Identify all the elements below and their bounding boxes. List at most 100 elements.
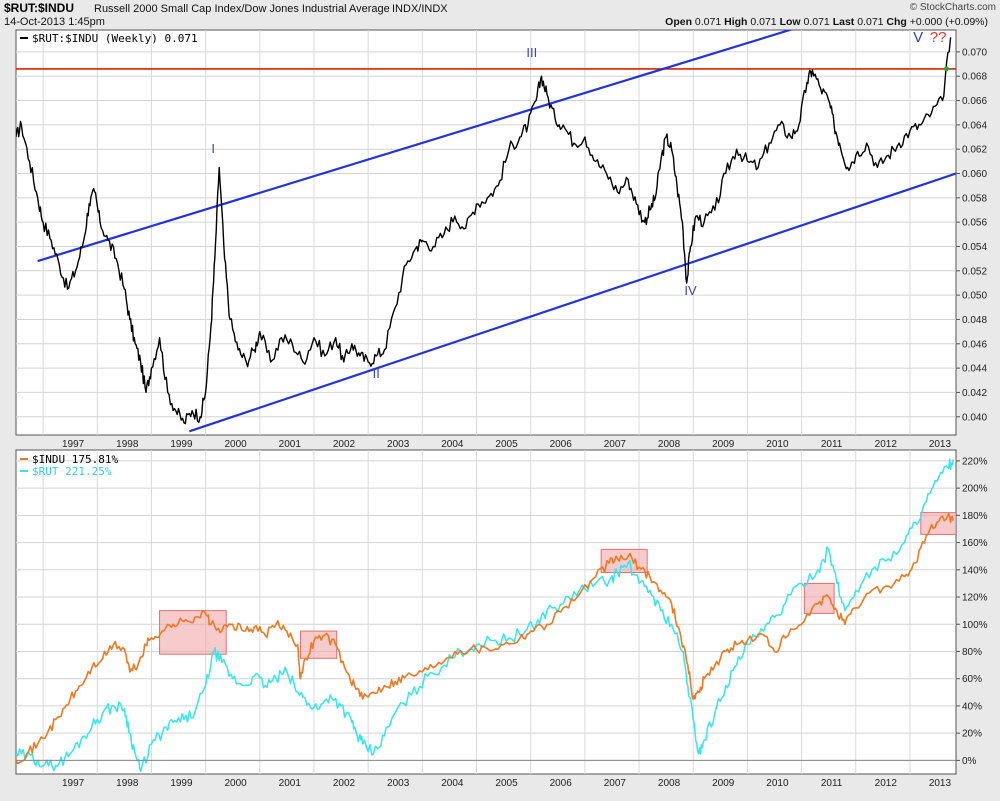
ratio-legend: $RUT:$INDU (Weekly) 0.071	[20, 32, 198, 45]
ratio-x-tick-label: 2003	[387, 439, 410, 450]
highlight-box	[600, 548, 648, 574]
ratio-x-tick-label: 1997	[62, 439, 85, 450]
ratio-y-tick-label: 0.064	[962, 120, 987, 131]
wave-label: I	[211, 141, 215, 156]
ratio-x-tick-label: 2011	[821, 439, 843, 450]
ratio-x-tick-label: 2012	[875, 439, 898, 450]
ratio-x-tick-label: 2001	[279, 439, 302, 450]
performance-y-tick-label: 100%	[962, 620, 988, 631]
chg-value: +0.000 (+0.09%)	[910, 16, 988, 28]
ratio-x-tick-label: 2000	[225, 439, 248, 450]
low-label: Low	[780, 16, 802, 28]
rut-legend-text: $RUT 221.25%	[32, 465, 112, 478]
ratio-y-tick-label: 0.044	[962, 364, 987, 375]
chart-exchange: INDX/INDX	[392, 3, 448, 15]
last-point-marker	[944, 66, 950, 72]
wave-label: V	[913, 29, 923, 46]
channel-line	[37, 30, 794, 263]
open-value: 0.071	[695, 16, 721, 28]
ratio-y-tick-label: 0.060	[962, 169, 987, 180]
ratio-y-tick-label: 0.070	[962, 47, 987, 58]
performance-y-tick-label: 140%	[962, 565, 988, 576]
performance-x-tick-label: 2007	[604, 778, 627, 789]
performance-y-tick-label: 60%	[962, 674, 982, 685]
performance-y-axis: 0% 20% 40% 60% 80% 100% 120% 140% 160% 180% 200% 22…	[956, 456, 988, 767]
performance-y-tick-label: 220%	[962, 456, 988, 467]
ratio-y-tick-label: 0.050	[962, 291, 987, 302]
wave-label: III	[526, 45, 537, 60]
channel-line	[189, 172, 956, 433]
performance-y-tick-label: 200%	[962, 484, 988, 495]
ratio-x-tick-label: 1999	[170, 439, 193, 450]
wave-label: ??	[930, 29, 947, 46]
performance-x-tick-label: 2011	[821, 778, 843, 789]
performance-plot	[16, 458, 956, 773]
ratio-x-tick-label: 2008	[658, 439, 681, 450]
ratio-y-tick-label: 0.062	[962, 145, 987, 156]
performance-x-tick-label: 2002	[333, 778, 356, 789]
performance-x-tick-label: 2009	[712, 778, 735, 789]
performance-x-tick-label: 2008	[658, 778, 681, 789]
performance-y-tick-label: 180%	[962, 511, 988, 522]
ratio-x-tick-label: 1998	[116, 439, 139, 450]
ratio-y-tick-label: 0.046	[962, 339, 987, 350]
ratio-x-tick-label: 2013	[929, 439, 952, 450]
performance-legend: $INDU 175.81% $RUT 221.25%	[20, 453, 118, 478]
performance-x-tick-label: 2012	[875, 778, 898, 789]
ratio-panel	[15, 29, 957, 436]
ratio-x-axis: 1997 1998 1999 2000 2001 2002 2003 2004 2005 2006…	[62, 439, 952, 450]
ratio-x-tick-label: 2007	[604, 439, 627, 450]
performance-x-tick-label: 2003	[387, 778, 410, 789]
performance-y-tick-label: 20%	[962, 729, 982, 740]
ratio-y-axis: 0.040 0.042 0.044 0.046 0.048 0.050 0.052 0.054…	[956, 47, 987, 423]
ratio-y-tick-label: 0.066	[962, 96, 987, 107]
high-label: High	[724, 16, 747, 28]
ratio-x-tick-label: 2010	[766, 439, 789, 450]
ratio-y-tick-label: 0.056	[962, 218, 987, 229]
ratio-y-tick-label: 0.058	[962, 193, 987, 204]
last-value: 0.071	[857, 16, 883, 28]
performance-x-tick-label: 2005	[495, 778, 518, 789]
performance-x-tick-label: 1998	[116, 778, 139, 789]
performance-x-tick-label: 1999	[170, 778, 193, 789]
open-label: Open	[665, 16, 692, 28]
ratio-legend-text: $RUT:$INDU (Weekly) 0.071	[32, 32, 198, 45]
performance-y-tick-label: 80%	[962, 647, 982, 658]
performance-x-tick-label: 2004	[441, 778, 464, 789]
highlight-box	[159, 610, 227, 655]
performance-y-tick-label: 40%	[962, 701, 982, 712]
chg-label: Chg	[886, 16, 906, 28]
performance-x-tick-label: 2010	[766, 778, 789, 789]
high-value: 0.071	[750, 16, 776, 28]
indu-legend-text: $INDU 175.81%	[32, 453, 118, 466]
ratio-y-tick-label: 0.068	[962, 72, 987, 83]
performance-x-tick-label: 2006	[550, 778, 573, 789]
ratio-y-tick-label: 0.054	[962, 242, 987, 253]
performance-x-tick-label: 2013	[929, 778, 952, 789]
performance-x-tick-label: 1997	[62, 778, 85, 789]
ratio-y-tick-label: 0.048	[962, 315, 987, 326]
performance-x-tick-label: 2001	[279, 778, 302, 789]
highlight-box	[920, 512, 956, 535]
performance-y-tick-label: 0%	[962, 756, 977, 767]
ratio-grid	[16, 30, 956, 435]
ratio-series-line	[16, 37, 952, 425]
chart-symbol: $RUT:$INDU	[4, 1, 74, 15]
performance-y-tick-label: 120%	[962, 593, 988, 604]
ratio-y-tick-label: 0.052	[962, 266, 987, 277]
performance-y-tick-label: 160%	[962, 538, 988, 549]
low-value: 0.071	[804, 16, 830, 28]
chart-title: Russell 2000 Small Cap Index/Dow Jones I…	[94, 3, 390, 15]
ratio-x-tick-label: 2006	[550, 439, 573, 450]
wave-label: IV	[684, 283, 697, 298]
highlight-box	[299, 630, 338, 659]
chart-date: 14-Oct-2013 1:45pm	[4, 16, 105, 28]
performance-x-tick-label: 2000	[225, 778, 248, 789]
ratio-x-tick-label: 2004	[441, 439, 464, 450]
quote-line: Open 0.071 High 0.071 Low 0.071 Last 0.0…	[665, 16, 988, 28]
ratio-y-tick-label: 0.040	[962, 412, 987, 423]
ratio-y-tick-label: 0.042	[962, 388, 987, 399]
